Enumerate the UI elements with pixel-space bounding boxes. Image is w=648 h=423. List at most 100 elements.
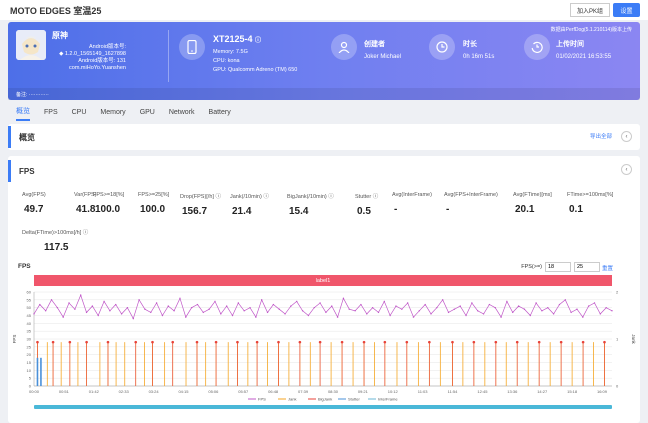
game-character-icon (16, 30, 46, 60)
fps-series-line (33, 294, 613, 320)
nav-tabs: 概览 FPS CPU Memory GPU Network Battery (0, 103, 648, 121)
x-tick-label: 11:03 (418, 389, 428, 394)
x-tick-label: 05:57 (238, 389, 249, 394)
tab-cpu[interactable]: CPU (71, 108, 87, 116)
fps-point (389, 314, 391, 317)
fps-point (243, 310, 245, 312)
collapse-overview-button[interactable]: ‹ (621, 131, 632, 142)
x-tick-label: 04:15 (178, 389, 189, 394)
x-tick-label: 03:24 (149, 389, 160, 394)
fps-point (103, 300, 105, 303)
stat-label: Jank(/10min) ⓘ (230, 194, 269, 200)
stat-label: Avg(FTime)[ms] (513, 192, 552, 198)
bigjank-point (277, 340, 280, 344)
reset-button[interactable]: 重置 (601, 266, 613, 272)
fps-point (599, 313, 602, 315)
fps-point (50, 299, 53, 301)
tab-gpu[interactable]: GPU (139, 108, 155, 116)
fps-point (167, 305, 169, 307)
stat-9: Avg(FPS+InterFrame) - (444, 192, 498, 215)
x-tick-label: 01:42 (89, 389, 100, 394)
collapse-fps-button[interactable]: ‹ (621, 164, 632, 175)
y2-axis-label: Jank (631, 334, 636, 344)
export-all-link[interactable]: 导出全部 (589, 134, 612, 140)
fps-point (109, 310, 111, 312)
fps-point (120, 313, 123, 315)
divider (168, 30, 169, 82)
fps-point (132, 317, 134, 320)
stat-label: Delta(FTime)>100ms[/h] ⓘ (22, 230, 89, 236)
fps-point (161, 314, 164, 317)
bigjank-point (405, 340, 409, 344)
fps-point (44, 310, 47, 312)
fps-point (477, 310, 479, 312)
tab-overview[interactable]: 概览 (16, 103, 30, 121)
fps-point (220, 313, 222, 315)
fps-point (196, 303, 199, 306)
tab-memory[interactable]: Memory (100, 108, 126, 116)
fps-point (85, 311, 88, 314)
fps-point (190, 306, 193, 309)
fps-point (354, 310, 356, 312)
chart-title: FPS (18, 263, 31, 270)
bigjank-point (236, 340, 239, 344)
y-tick-label: 45 (27, 313, 32, 318)
settings-button[interactable]: 设置 (613, 3, 640, 17)
android-version-label: Android版本号: (89, 44, 126, 50)
tab-network[interactable]: Network (168, 108, 195, 116)
fps-point (155, 302, 158, 304)
bigjank-point (515, 340, 519, 344)
stat-value: 117.5 (44, 242, 69, 253)
x-tick-label: 15:18 (567, 389, 578, 394)
fps-point (266, 311, 269, 314)
stat-value: 0.5 (357, 206, 371, 217)
bigjank-point (151, 340, 154, 344)
package-name: com.miHoYo.Yuanshen (69, 65, 126, 71)
info-icon[interactable]: ⓘ (255, 38, 262, 44)
fps-point (62, 316, 64, 318)
fps-threshold-1-input[interactable] (545, 262, 571, 272)
creator-value: Joker Michael (364, 54, 402, 60)
fps-chart[interactable]: 0 5 10 15 20 25 30 35 40 45 50 55 60 0 1 2 FPS Jank 00:00 0… (8, 286, 640, 423)
fps-card: FPS ‹ Avg(FPS) 49.7 Var(FPS) 41.8 FPS>=18[%]… (8, 156, 640, 423)
fps-point (459, 305, 461, 307)
stat-value: 41.8 (76, 204, 96, 215)
session-banner: 原神 Android版本号: ◆ 1.2.0_1565149_1627898 A… (8, 22, 640, 100)
bigjank-point (318, 340, 322, 344)
stat-5: Jank(/10min) ⓘ 21.4 (230, 192, 269, 217)
stat-10: Avg(FTime)[ms] 20.1 (513, 192, 552, 215)
join-pk-group-button[interactable]: 加入PK组 (569, 3, 610, 17)
fps-point (278, 308, 280, 310)
perfdog-version: 数据由PerfDog(5.1.210114)版本上传 (550, 27, 632, 33)
tab-fps[interactable]: FPS (44, 108, 58, 116)
banner-note: 备注: ············ (8, 88, 640, 100)
fps-point (465, 314, 467, 317)
label-bar[interactable]: label1 (34, 275, 612, 286)
stat-value: 156.7 (182, 206, 208, 217)
stat-value: 49.7 (24, 204, 44, 215)
duration-value: 0h 16m 51s (463, 54, 495, 60)
stat-label: FPS>=18[%] (93, 192, 125, 198)
bigjank-point (472, 340, 476, 344)
history-icon (524, 34, 550, 60)
fps-point (336, 316, 339, 318)
fps-point (249, 306, 251, 309)
x-tick-label: 14:27 (537, 389, 548, 394)
stat-value: 100.0 (140, 204, 166, 215)
bigjank-point (134, 340, 138, 344)
android-version-code: Android版本号: 131 (78, 58, 126, 64)
stat-11: FTime>=100ms[%] 0.1 (567, 192, 613, 215)
tab-battery[interactable]: Battery (208, 108, 231, 116)
fps-point (144, 308, 146, 310)
y-tick-label: 35 (27, 329, 32, 334)
fps-point (80, 294, 82, 296)
overview-title: 概览 (8, 126, 640, 148)
fps-point (447, 311, 450, 314)
fps-point (512, 311, 514, 314)
fps-threshold-2-input[interactable] (574, 262, 600, 272)
y-tick-label: 15 (27, 360, 32, 365)
fps-point (406, 302, 409, 304)
stat-label: Avg(InterFrame) (392, 192, 432, 198)
bigjank-point (428, 340, 431, 344)
device-info: Memory: 7.5G CPU: kona GPU: Qualcomm Adr… (213, 48, 297, 75)
